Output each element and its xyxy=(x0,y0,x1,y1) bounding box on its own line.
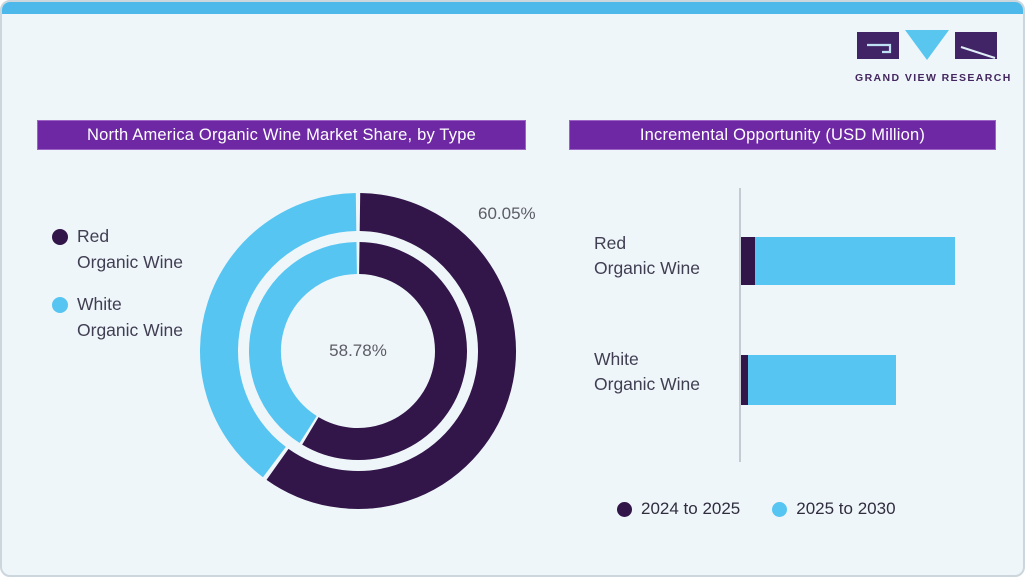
category-label-line: Organic Wine xyxy=(594,258,701,278)
bar-segment-2025-2030 xyxy=(755,237,955,285)
category-label-line: White xyxy=(594,349,639,369)
bar-segment-2024-2025 xyxy=(741,237,755,285)
legend-label: 2024 to 2025 xyxy=(641,499,741,518)
red-organic-wine-swatch-icon xyxy=(52,229,68,245)
2025-2030-swatch-icon xyxy=(772,501,788,517)
donut-chart xyxy=(200,193,516,509)
legend-item-white-organic-wine: White Organic Wine xyxy=(52,291,183,343)
bar-red-organic-wine xyxy=(741,237,955,285)
2024-2025-swatch-icon xyxy=(617,501,632,517)
donut-chart-title: North America Organic Wine Market Share,… xyxy=(37,120,526,150)
legend-item-2025-to-2030: 2025 to 2030 xyxy=(772,499,896,519)
top-accent-bar xyxy=(2,2,1023,14)
legend-label: 2025 to 2030 xyxy=(796,499,896,518)
bar-segment-2025-2030 xyxy=(748,355,896,405)
category-label-line: Organic Wine xyxy=(594,374,701,394)
grand-view-research-logo: GRAND VIEW RESEARCH xyxy=(855,28,1012,84)
bar-category-white-organic-wine: White Organic Wine xyxy=(594,347,700,397)
inner-ring-value-label: 58.78% xyxy=(329,341,387,360)
legend-label-line: Organic Wine xyxy=(77,252,184,272)
gvr-logo-icon xyxy=(857,30,997,60)
bar-chart-baseline-axis xyxy=(739,188,741,462)
bar-chart-legend: 2024 to 2025 2025 to 2030 xyxy=(617,499,896,519)
bar-white-organic-wine xyxy=(741,355,896,405)
legend-item-red-organic-wine: Red Organic Wine xyxy=(52,223,183,275)
bar-segment-2024-2025 xyxy=(741,355,748,405)
legend-label-line: Red xyxy=(77,226,110,246)
legend-label-line: White xyxy=(77,294,122,314)
white-organic-wine-swatch-icon xyxy=(52,297,68,313)
legend-label-line: Organic Wine xyxy=(77,320,184,340)
legend-item-2024-to-2025: 2024 to 2025 xyxy=(617,499,740,519)
bar-chart-title: Incremental Opportunity (USD Million) xyxy=(569,120,996,150)
category-label-line: Red xyxy=(594,233,627,253)
outer-ring-value-label: 60.05% xyxy=(478,204,536,223)
logo-wordmark: GRAND VIEW RESEARCH xyxy=(855,72,1012,84)
bar-category-red-organic-wine: Red Organic Wine xyxy=(594,231,700,281)
